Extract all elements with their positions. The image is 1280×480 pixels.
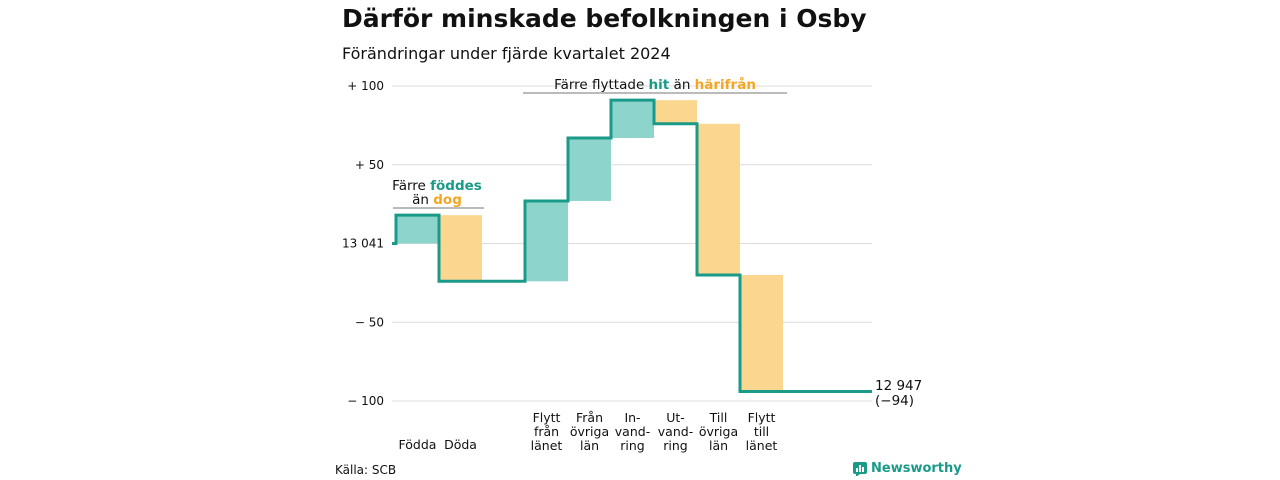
x-category-label: Födda: [399, 437, 437, 452]
bar: [525, 200, 568, 282]
y-tick-label: − 100: [347, 394, 384, 408]
x-category-label: Flytt till länet: [746, 410, 778, 453]
y-tick-label: − 50: [355, 315, 384, 329]
x-category-label: Flytt från länet: [531, 410, 563, 453]
brand-name: Newsworthy: [871, 461, 962, 476]
bar: [396, 215, 439, 244]
bars: [396, 100, 783, 392]
cumulative-step-line: [392, 98, 872, 394]
x-category-label: Döda: [444, 437, 477, 452]
bar: [697, 123, 740, 275]
annotation-births-line1: Färre föddes: [392, 178, 482, 194]
y-tick-label: + 100: [347, 79, 384, 93]
newsworthy-logo-icon: [853, 461, 867, 476]
y-axis: + 100 + 50 13 041 − 50 − 100: [342, 79, 384, 408]
x-category-label: Från övriga län: [570, 410, 609, 453]
grid-lines: [392, 85, 872, 402]
source-note: Källa: SCB: [335, 463, 397, 477]
x-category-label: In-vand-ring: [615, 410, 650, 453]
annotation-migration: Färre flyttade hit än härifrån: [523, 76, 787, 94]
bar: [439, 215, 482, 282]
x-category-label: Till övriga län: [699, 410, 738, 453]
bar: [740, 275, 783, 392]
brand-logo: Newsworthy: [853, 461, 962, 476]
end-value: 12 947: [875, 378, 922, 394]
annotation-migration-text: Färre flyttade hit än härifrån: [554, 76, 756, 93]
waterfall-chart: + 100 + 50 13 041 − 50 − 100 Födda Döda Flytt f…: [342, 76, 922, 453]
chart-title: Därför minskade befolkningen i Osby: [342, 4, 867, 33]
end-value-label: 12 947 (−94): [875, 378, 922, 409]
bar: [568, 137, 611, 201]
x-category-label: Ut-vand-ring: [658, 410, 693, 453]
annotation-births-line2: än dog: [412, 192, 462, 208]
end-change: (−94): [875, 393, 914, 409]
y-tick-label: 13 041: [342, 237, 384, 251]
bar: [654, 100, 697, 124]
annotation-births-deaths: Färre föddes än dog: [392, 178, 484, 209]
y-tick-label: + 50: [355, 158, 384, 172]
bar: [611, 100, 654, 138]
chart-subtitle: Förändringar under fjärde kvartalet 2024: [342, 44, 671, 63]
